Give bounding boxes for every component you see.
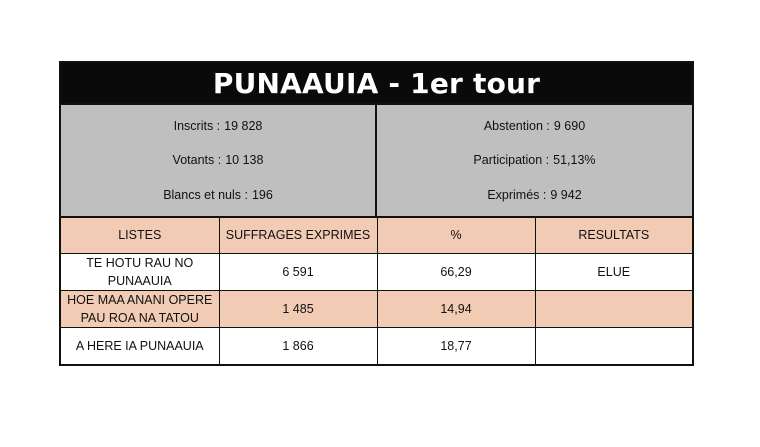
results-table: LISTES SUFFRAGES EXPRIMES % RESULTATS TE… <box>61 216 692 364</box>
cell-resultat <box>534 326 692 364</box>
cell-percent: 14,94 <box>376 289 536 328</box>
results-sheet: PUNAAUIA - 1er tour Inscrits : 19 828 Vo… <box>59 61 694 366</box>
cell-suffrages: 1 485 <box>218 289 378 328</box>
summary-abstention: Abstention : 9 690 <box>484 119 585 133</box>
cell-percent: 18,77 <box>376 326 536 364</box>
summary-left-column: Inscrits : 19 828 Votants : 10 138 Blanc… <box>61 105 377 216</box>
summary-label: Participation : <box>473 153 550 168</box>
summary-blancs-nuls: Blancs et nuls : 196 <box>163 188 273 202</box>
table-row: A HERE IA PUNAAUIA 1 866 18,77 <box>61 326 692 364</box>
summary-label: Abstention : <box>483 119 550 134</box>
cell-resultat: ELUE <box>534 252 692 291</box>
column-header-percent: % <box>376 216 536 254</box>
summary-label: Inscrits : <box>173 119 221 134</box>
cell-suffrages: 1 866 <box>218 326 378 364</box>
summary-value: 51,13% <box>553 153 596 168</box>
cell-liste: A HERE IA PUNAAUIA <box>61 326 220 364</box>
cell-resultat <box>534 289 692 328</box>
summary-panel: Inscrits : 19 828 Votants : 10 138 Blanc… <box>61 103 692 216</box>
summary-label: Blancs et nuls : <box>163 187 248 202</box>
cell-liste: TE HOTU RAU NO PUNAAUIA <box>61 252 220 291</box>
column-header-listes: LISTES <box>61 216 220 254</box>
summary-value: 19 828 <box>224 119 263 134</box>
cell-liste: HOE MAA ANANI OPERE PAU ROA NA TATOU <box>61 289 220 328</box>
summary-participation: Participation : 51,13% <box>473 153 595 167</box>
summary-value: 9 942 <box>550 187 582 202</box>
summary-value: 196 <box>251 187 273 202</box>
summary-value: 10 138 <box>225 153 264 168</box>
column-header-resultats: RESULTATS <box>534 216 692 254</box>
summary-right-column: Abstention : 9 690 Participation : 51,13… <box>377 105 692 216</box>
cell-suffrages: 6 591 <box>218 252 378 291</box>
summary-value: 9 690 <box>553 119 586 134</box>
cell-percent: 66,29 <box>376 252 536 291</box>
summary-exprimes: Exprimés : 9 942 <box>487 188 581 202</box>
page-title: PUNAAUIA - 1er tour <box>61 63 692 103</box>
summary-label: Votants : <box>172 153 222 168</box>
column-header-suffrages: SUFFRAGES EXPRIMES <box>218 216 378 254</box>
summary-votants: Votants : 10 138 <box>173 153 264 167</box>
table-header-row: LISTES SUFFRAGES EXPRIMES % RESULTATS <box>61 216 692 254</box>
summary-label: Exprimés : <box>487 187 547 202</box>
table-row: TE HOTU RAU NO PUNAAUIA 6 591 66,29 ELUE <box>61 252 692 291</box>
table-row: HOE MAA ANANI OPERE PAU ROA NA TATOU 1 4… <box>61 289 692 328</box>
summary-inscrits: Inscrits : 19 828 <box>174 119 263 133</box>
